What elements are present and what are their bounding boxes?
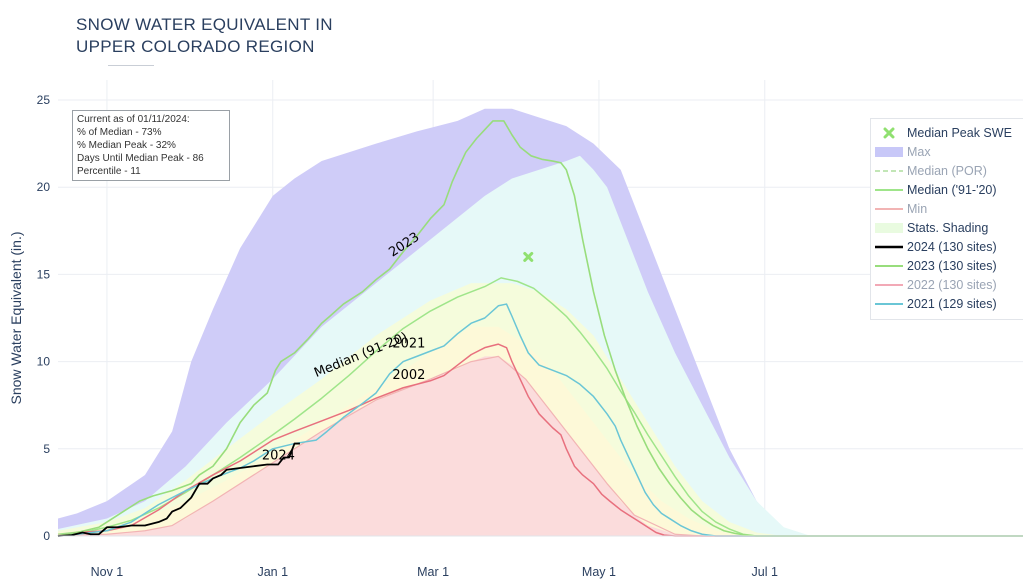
legend-item-max[interactable]: Max [871,142,931,161]
legend-item-stats-shading[interactable]: Stats. Shading [871,219,988,238]
legend-item-min[interactable]: Min [871,199,927,218]
band-min [58,356,1023,536]
x-tick-label: Mar 1 [417,565,449,579]
y-axis-title: Snow Water Equivalent (in.) [8,232,24,405]
title-line-1: SNOW WATER EQUIVALENT IN [76,15,333,34]
legend-label: 2024 (130 sites) [907,240,997,255]
legend-item-2023-130-sites[interactable]: 2023 (130 sites) [871,257,997,276]
y-tick-label: 10 [37,355,51,369]
info-current-date: Current as of 01/11/2024: [77,114,190,125]
legend-symbol-icon [871,276,907,295]
series-line-2021 [57,303,1023,537]
current-status-box: Current as of 01/11/2024: % of Median - … [72,110,230,181]
legend-item-median-por[interactable]: Median (POR) [871,161,987,180]
x-tick-label: Jul 1 [752,565,778,579]
legend-symbol-icon [871,142,907,161]
annotation-2021: 2021 [392,337,425,352]
legend-label: Min [907,201,928,216]
series-line-2023 [57,120,1023,537]
chart-title: SNOW WATER EQUIVALENT IN UPPER COLORADO … [76,14,333,58]
annotation-2024: 2024 [262,448,295,463]
legend-label: Stats. Shading [907,221,989,235]
info-percent-median-peak: % Median Peak - 32% [77,140,176,151]
info-percent-median: % of Median - 73% [77,127,162,138]
legend-label: Max [907,144,931,159]
legend-label: Median ('91-'20) [907,182,997,197]
info-percentile: Percentile - 11 [77,166,141,177]
chart-markers [523,251,534,262]
legend-label: 2021 (129 sites) [907,297,997,312]
legend-label: Median (POR) [907,163,987,178]
legend-symbol-icon [871,219,907,238]
legend-symbol-icon [871,161,907,180]
series-line-2024 [57,442,300,537]
legend-symbol-icon [871,180,907,199]
y-tick-label: 5 [43,442,50,456]
legend-item-2022-130-sites[interactable]: 2022 (130 sites) [871,276,997,295]
y-tick-label: 25 [37,93,51,107]
legend-label: 2022 (130 sites) [907,278,997,293]
title-divider [108,65,154,66]
y-tick-label: 0 [43,529,50,543]
series-line-2002 [57,343,1023,537]
legend-item-median-91-20[interactable]: Median ('91-'20) [871,180,997,199]
info-days-until-peak: Days Until Median Peak - 86 [77,153,204,164]
legend-label: 2023 (130 sites) [907,259,997,274]
legend-symbol-icon [871,123,907,142]
legend-item-2021-129-sites[interactable]: 2021 (129 sites) [871,295,997,314]
legend-symbol-icon [871,238,907,257]
legend-item-median-peak-swe[interactable]: Median Peak SWE [871,123,1012,142]
title-line-2: UPPER COLORADO REGION [76,37,315,56]
x-tick-label: Jan 1 [257,565,288,579]
legend-item-2024-130-sites[interactable]: 2024 (130 sites) [871,238,997,257]
annotation-2002: 2002 [392,368,425,383]
y-tick-label: 15 [37,267,51,281]
x-tick-label: May 1 [582,565,616,579]
marker-stroke [523,251,534,262]
legend-symbol-icon [871,257,907,276]
legend-symbol-icon [871,295,907,314]
chart-axes: 0 5 10 15 20 25 Nov 1 Jan 1 Mar 1 May 1 Jul 1 Snow … [8,93,1023,579]
legend[interactable]: Median Peak SWE Max Median (POR) Median ('9… [870,118,1023,320]
marker-median-peak-swe [523,251,534,262]
y-tick-label: 20 [37,180,51,194]
legend-label: Median Peak SWE [907,125,1012,140]
chart-lines [57,120,1023,537]
legend-symbol-icon [871,199,907,218]
x-tick-label: Nov 1 [91,565,124,579]
series-line-min [57,355,1023,537]
